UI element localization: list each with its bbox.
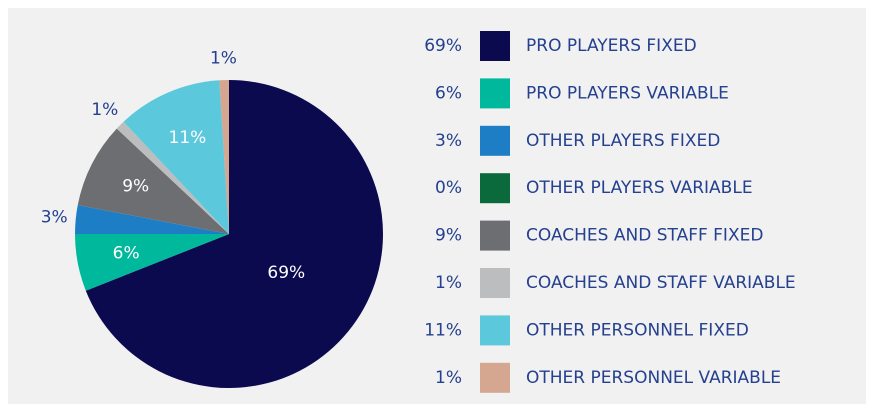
legend-value: 0% — [435, 178, 462, 198]
legend-value: 6% — [435, 83, 462, 103]
pie-slice — [75, 234, 229, 291]
slice-label: 3% — [41, 207, 68, 227]
slice-label: 1% — [91, 100, 118, 120]
legend-swatch — [480, 31, 510, 61]
legend-value: 1% — [435, 273, 462, 293]
legend-label: OTHER PERSONNEL FIXED — [526, 320, 749, 340]
legend-value: 3% — [435, 131, 462, 151]
legend-label: PRO PLAYERS FIXED — [526, 36, 697, 56]
legend-label: COACHES AND STAFF FIXED — [526, 226, 763, 246]
pie-slice — [219, 80, 229, 234]
legend-label: OTHER PLAYERS FIXED — [526, 131, 720, 151]
legend-value: 1% — [435, 368, 462, 388]
legend-swatch — [480, 173, 510, 204]
legend-swatch — [480, 220, 510, 251]
legend-swatch — [480, 362, 510, 393]
pie-slice — [77, 128, 230, 234]
slice-label: 9% — [122, 176, 149, 196]
legend-swatch — [480, 78, 510, 109]
legend-value: 9% — [435, 226, 462, 246]
slice-label: 6% — [113, 244, 140, 264]
legend-swatch — [480, 125, 510, 156]
legend-value: 11% — [424, 320, 462, 340]
legend-label: OTHER PERSONNEL VARIABLE — [526, 368, 781, 388]
legend-label: OTHER PLAYERS VARIABLE — [526, 178, 753, 198]
slice-label: 1% — [210, 49, 237, 69]
slice-label: 69% — [267, 263, 305, 283]
legend-value: 69% — [424, 36, 462, 56]
legend-label: PRO PLAYERS VARIABLE — [526, 83, 729, 103]
pie-slice — [116, 121, 229, 234]
pie-slice — [85, 80, 383, 388]
pie-slice — [75, 205, 229, 234]
legend-label: COACHES AND STAFF VARIABLE — [526, 273, 796, 293]
slice-label: 11% — [169, 128, 207, 148]
pie-slice — [123, 80, 229, 234]
legend-swatch — [480, 268, 510, 298]
legend-swatch — [480, 315, 510, 346]
